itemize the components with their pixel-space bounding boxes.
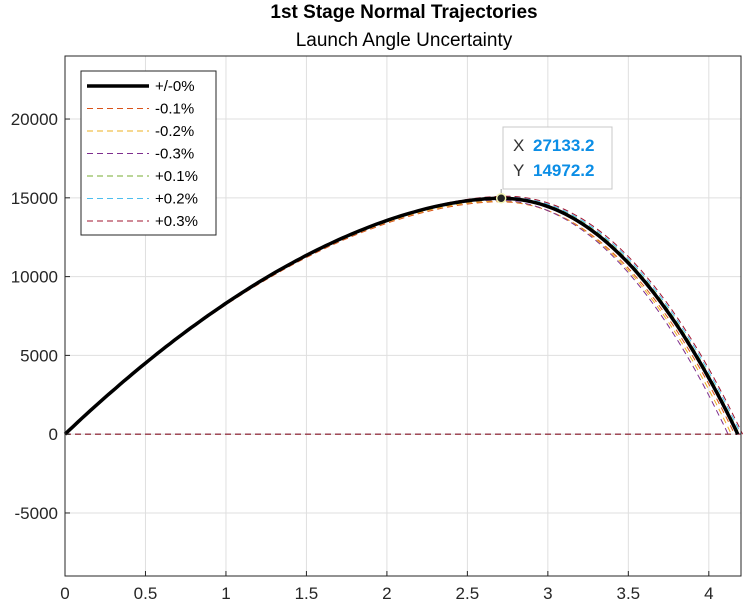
datatip-y-label: Y [513,161,524,180]
y-tick-label: -5000 [15,504,58,523]
y-tick-label: 5000 [20,346,58,365]
x-tick-label: 1 [221,584,230,603]
legend-entry[interactable]: +/-0% [155,78,195,95]
legend-entry[interactable]: +0.1% [155,168,198,185]
chart-title: 1st Stage Normal Trajectories [270,2,537,23]
legend[interactable]: +/-0% -0.1% -0.2% -0.3% +0.1% +0.2% +0.3% [80,70,217,236]
x-tick-label: 1.5 [295,584,319,603]
series-group [63,195,744,436]
series-line [64,195,744,435]
x-tick-label: 3.5 [617,584,641,603]
legend-entry[interactable]: -0.2% [155,123,194,140]
y-tick-label: 10000 [11,268,58,287]
legend-entry[interactable]: +0.3% [155,213,198,230]
legend-entry[interactable]: -0.1% [155,101,194,118]
y-tick-label: 0 [49,425,58,444]
datatip-box [502,126,613,190]
series-line-nominal [63,196,740,436]
legend-entry[interactable]: +0.2% [155,191,198,208]
x-tick-label: 4 [704,584,713,603]
axes-box [64,55,742,577]
datatip-marker[interactable] [495,193,507,204]
datatip[interactable]: X 27133.2 Y 14972.2 [495,126,613,204]
series-line [64,201,736,435]
chart-subtitle: Launch Angle Uncertainty [296,30,513,51]
tick-labels: 0 0.5 1 1.5 2 2.5 3 3.5 4 -5000 0 5000 10000 15000 200… [11,110,714,603]
y-tick-label: 15000 [11,189,58,208]
series-line [64,196,742,435]
series-line [64,200,732,435]
y-tick-label: 20000 [11,110,58,129]
datatip-y-value: 14972.2 [533,161,594,180]
datatip-x-value: 27133.2 [533,136,594,155]
x-tick-label: 3 [543,584,552,603]
legend-entry[interactable]: -0.3% [155,146,194,163]
x-tick-label: 0 [60,584,69,603]
x-tick-label: 2 [382,584,391,603]
x-tick-label: 0.5 [134,584,158,603]
x-tick-label: 2.5 [456,584,480,603]
datatip-x-label: X [513,136,524,155]
